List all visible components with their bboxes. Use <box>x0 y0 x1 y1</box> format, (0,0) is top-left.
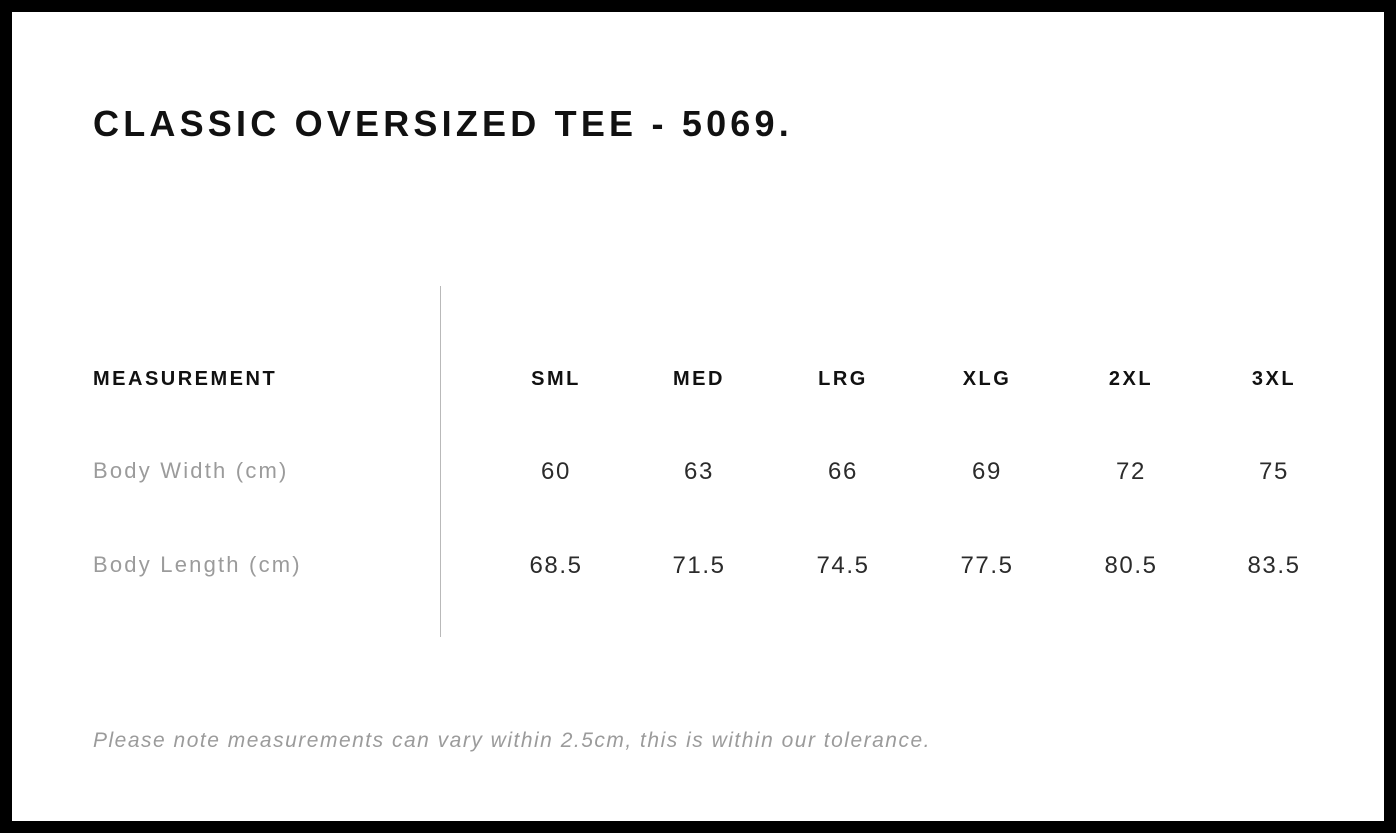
cell-body-length-sml: 68.5 <box>529 552 583 579</box>
column-header-sml: SML <box>531 368 581 390</box>
row-label-body-length: Body Length (cm) <box>93 552 302 577</box>
cell-body-length-2xl: 80.5 <box>1104 552 1158 579</box>
cell-body-width-med: 63 <box>684 458 714 485</box>
cell-body-length-xlg: 77.5 <box>960 552 1014 579</box>
column-header-measurement: MEASUREMENT <box>93 368 278 390</box>
page-title: CLASSIC OVERSIZED TEE - 5069. <box>93 103 793 144</box>
cell-body-length-lrg: 74.5 <box>816 552 870 579</box>
row-label-body-width: Body Width (cm) <box>93 458 289 483</box>
cell-body-width-sml: 60 <box>541 458 571 485</box>
column-header-lrg: LRG <box>818 368 868 390</box>
size-chart-table: MEASUREMENT SML MED LRG XLG 2XL 3XL Body… <box>12 12 1384 821</box>
column-header-xlg: XLG <box>962 368 1012 390</box>
cell-body-length-med: 71.5 <box>672 552 726 579</box>
cell-body-width-xlg: 69 <box>972 458 1002 485</box>
tolerance-note: Please note measurements can vary within… <box>93 729 932 752</box>
column-header-2xl: 2XL <box>1108 368 1154 390</box>
cell-body-width-lrg: 66 <box>828 458 858 485</box>
column-header-med: MED <box>673 368 725 390</box>
cell-body-length-3xl: 83.5 <box>1247 552 1301 579</box>
cell-body-width-2xl: 72 <box>1116 458 1146 485</box>
size-chart-page: CLASSIC OVERSIZED TEE - 5069. MEASUREMEN… <box>12 12 1384 821</box>
column-divider <box>440 286 441 637</box>
cell-body-width-3xl: 75 <box>1259 458 1289 485</box>
column-header-3xl: 3XL <box>1251 368 1297 390</box>
